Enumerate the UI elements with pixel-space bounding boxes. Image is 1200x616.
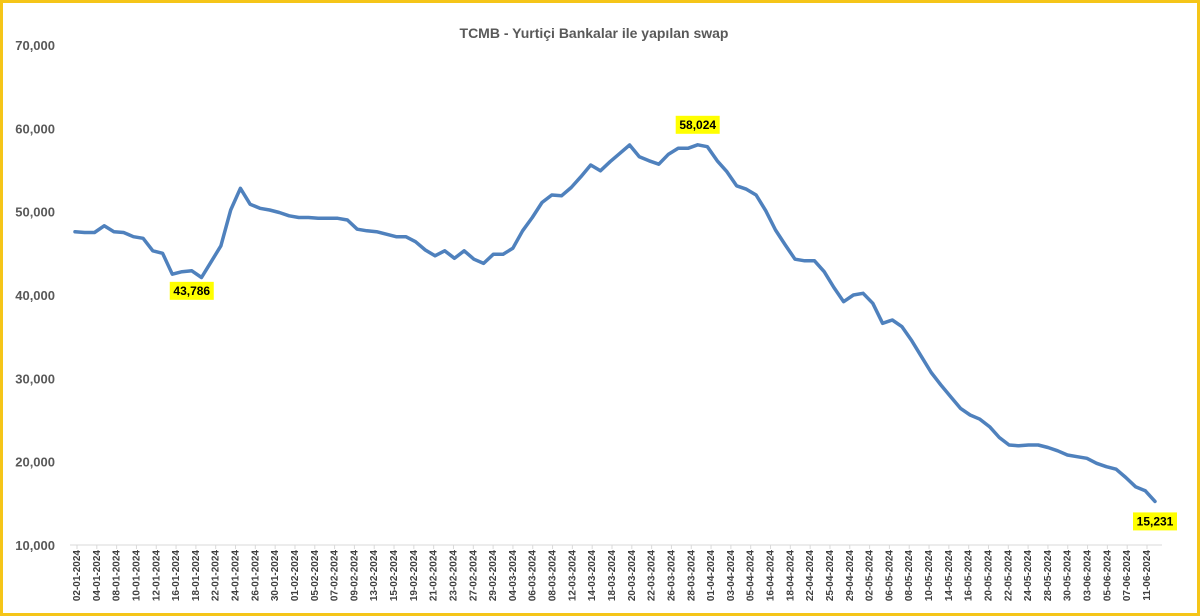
y-tick-label: 10,000 xyxy=(15,538,55,553)
y-tick-label: 60,000 xyxy=(15,121,55,136)
y-axis: 10,000 20,000 30,000 40,000 50,000 60,000 70,0… xyxy=(15,38,55,553)
x-tick-label: 07-06-2024 xyxy=(1122,550,1133,602)
x-tick-label: 05-04-2024 xyxy=(746,550,757,602)
data-label-highlight xyxy=(1133,512,1177,531)
data-label: 15,231 xyxy=(1133,512,1177,531)
chart-title: TCMB - Yurtiçi Bankalar ile yapılan swap xyxy=(460,25,729,41)
x-tick-label: 12-01-2024 xyxy=(151,550,162,602)
x-tick-label: 19-02-2024 xyxy=(409,550,420,602)
data-labels: 43,786 58,024 15,231 xyxy=(169,115,1177,531)
x-tick-label: 11-06-2024 xyxy=(1142,550,1153,601)
x-tick-label: 06-03-2024 xyxy=(528,550,539,602)
x-tick-label: 14-03-2024 xyxy=(587,550,598,602)
x-tick-label: 22-01-2024 xyxy=(211,550,222,602)
x-tick-label: 08-05-2024 xyxy=(904,550,915,602)
x-tick-label: 14-05-2024 xyxy=(944,550,955,602)
x-tick-label: 08-03-2024 xyxy=(548,550,559,602)
x-tick-label: 22-05-2024 xyxy=(1003,550,1014,602)
y-tick-label: 30,000 xyxy=(15,371,55,386)
x-tick-label: 18-04-2024 xyxy=(785,550,796,602)
x-tick-label: 29-02-2024 xyxy=(488,550,499,602)
x-tick-label: 10-01-2024 xyxy=(131,550,142,602)
x-tick-label: 09-02-2024 xyxy=(349,550,360,602)
x-tick-label: 18-01-2024 xyxy=(191,550,202,602)
x-tick-label: 02-01-2024 xyxy=(72,550,83,602)
x-tick-label: 18-03-2024 xyxy=(607,550,618,602)
x-axis: 02-01-2024 04-01-2024 08-01-2024 10-01-2024… xyxy=(72,545,1153,601)
x-tick-label: 12-03-2024 xyxy=(567,550,578,602)
x-tick-label: 28-05-2024 xyxy=(1043,550,1054,602)
y-tick-label: 50,000 xyxy=(15,205,55,220)
x-tick-label: 16-01-2024 xyxy=(171,550,182,602)
x-tick-label: 13-02-2024 xyxy=(369,550,380,602)
x-tick-label: 22-03-2024 xyxy=(647,550,658,602)
x-tick-label: 20-05-2024 xyxy=(983,550,994,602)
x-tick-label: 06-05-2024 xyxy=(884,550,895,602)
series-swap xyxy=(73,143,1157,504)
x-tick-label: 01-04-2024 xyxy=(706,550,717,602)
x-tick-label: 24-05-2024 xyxy=(1023,550,1034,602)
data-label-text: 58,024 xyxy=(679,118,716,132)
x-tick-label: 15-02-2024 xyxy=(389,550,400,602)
x-tick-label: 22-04-2024 xyxy=(805,550,816,602)
x-tick-label: 07-02-2024 xyxy=(330,550,341,602)
x-tick-label: 04-01-2024 xyxy=(92,550,103,602)
y-tick-label: 40,000 xyxy=(15,288,55,303)
x-tick-label: 01-02-2024 xyxy=(290,550,301,602)
x-tick-label: 05-06-2024 xyxy=(1102,550,1113,602)
x-tick-label: 27-02-2024 xyxy=(468,550,479,602)
x-tick-label: 26-01-2024 xyxy=(250,550,261,602)
x-tick-label: 23-02-2024 xyxy=(448,550,459,602)
data-label: 58,024 xyxy=(675,115,720,134)
x-tick-label: 16-04-2024 xyxy=(766,550,777,602)
x-tick-label: 03-04-2024 xyxy=(726,550,737,602)
x-tick-label: 02-05-2024 xyxy=(865,550,876,602)
x-tick-label: 20-03-2024 xyxy=(627,550,638,602)
x-tick-label: 28-03-2024 xyxy=(686,550,697,602)
x-tick-label: 03-06-2024 xyxy=(1083,550,1094,602)
x-tick-label: 08-01-2024 xyxy=(112,550,123,602)
x-tick-label: 05-02-2024 xyxy=(310,550,321,602)
data-label-text: 15,231 xyxy=(1137,514,1174,528)
series-line xyxy=(73,143,1157,504)
x-tick-label: 16-05-2024 xyxy=(964,550,975,602)
y-tick-label: 70,000 xyxy=(15,38,55,53)
x-tick-label: 04-03-2024 xyxy=(508,550,519,602)
x-tick-label: 21-02-2024 xyxy=(429,550,440,602)
data-label-highlight xyxy=(169,281,214,300)
x-tick-label: 24-01-2024 xyxy=(231,550,242,602)
x-tick-label: 29-04-2024 xyxy=(845,550,856,602)
x-tick-label: 30-05-2024 xyxy=(1063,550,1074,602)
x-tick-label: 26-03-2024 xyxy=(666,550,677,602)
x-tick-label: 10-05-2024 xyxy=(924,550,935,602)
x-tick-label: 25-04-2024 xyxy=(825,550,836,602)
x-tick-label: 30-01-2024 xyxy=(270,550,281,602)
data-label: 43,786 xyxy=(169,281,214,300)
data-label-highlight xyxy=(675,115,720,134)
data-label-text: 43,786 xyxy=(173,284,210,298)
y-tick-label: 20,000 xyxy=(15,455,55,470)
